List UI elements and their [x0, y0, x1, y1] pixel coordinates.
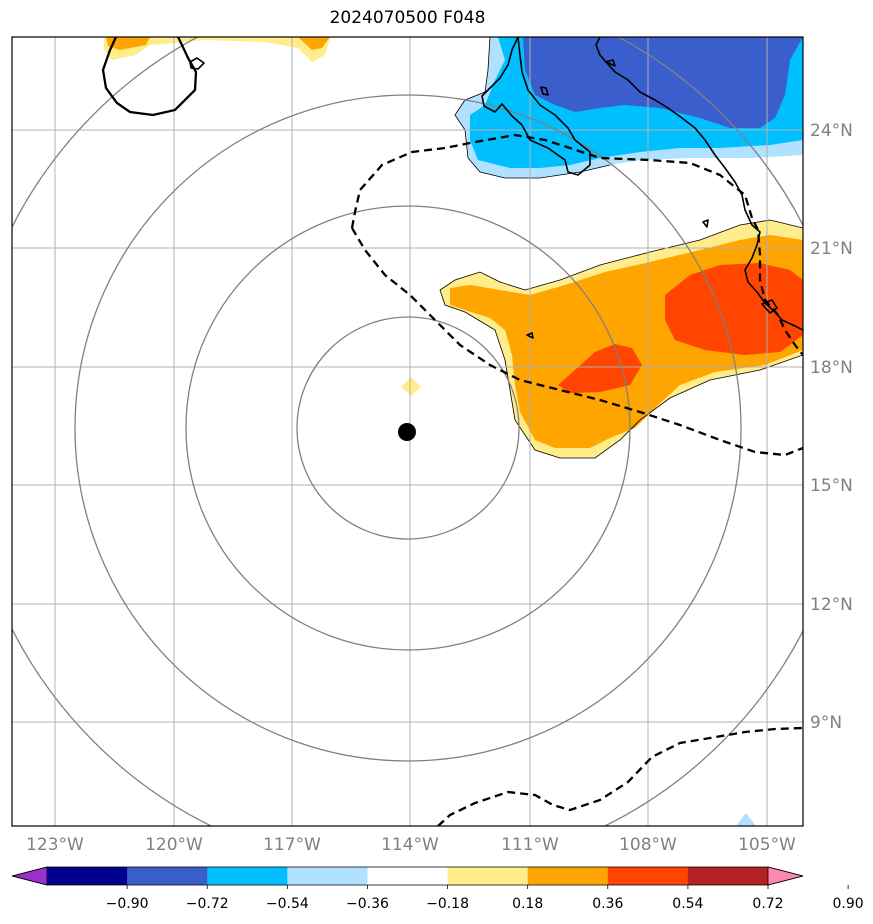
colorbar-swatch — [687, 867, 769, 885]
lat-label-21n: 21°N — [810, 239, 853, 259]
dashed-contour-south — [437, 726, 803, 826]
colorbar-extend-high — [767, 866, 804, 886]
colorbar-swatch — [527, 867, 609, 885]
colorbar-swatch — [47, 867, 128, 885]
colorbar-swatches — [11, 866, 804, 886]
positive-anomaly-strong — [558, 344, 642, 393]
lat-label-15n: 15°N — [810, 476, 853, 496]
island-outline — [189, 57, 205, 70]
positive-anomaly-strong — [665, 263, 803, 355]
colorbar-tick-label: −0.72 — [186, 896, 229, 912]
lat-label-12n: 12°N — [810, 595, 853, 615]
map-frame — [11, 36, 804, 827]
colorbar-swatch — [367, 867, 449, 885]
colorbar-tick-label: −0.36 — [346, 896, 389, 912]
colorbar-swatch — [447, 867, 529, 885]
colorbar-tick-label: −0.18 — [426, 896, 469, 912]
island-outline — [702, 219, 709, 228]
colorbar-tick-label: 0.54 — [672, 896, 703, 912]
colorbar-swatch — [207, 867, 288, 885]
latitude-labels: 24°N 21°N 18°N 15°N 12°N 9°N — [810, 121, 853, 733]
mainland-coastline — [595, 37, 803, 331]
colorbar-tick-label: 0.18 — [512, 896, 543, 912]
island-outline — [540, 86, 549, 96]
lon-label-111w: 111°W — [501, 835, 559, 855]
colorbar-tick-label: 0.90 — [833, 896, 864, 912]
longitude-labels: 123°W 120°W 117°W 114°W 111°W 108°W 105°… — [26, 835, 796, 855]
island-outline — [761, 299, 778, 314]
colorbar: −0.90 −0.72 −0.54 −0.36 −0.18 0.18 0.36 0.54 0.7… — [11, 866, 864, 912]
map-area — [12, 37, 803, 826]
lat-label-18n: 18°N — [810, 358, 853, 378]
colorbar-swatch — [127, 867, 208, 885]
coastlines — [189, 37, 803, 339]
island-outline — [605, 59, 616, 67]
lat-label-24n: 24°N — [810, 121, 853, 141]
colorbar-outline — [11, 866, 804, 886]
colorbar-tick-label: 0.72 — [752, 896, 783, 912]
negative-anomaly-spot — [736, 813, 756, 826]
lon-label-114w: 114°W — [381, 835, 439, 855]
contour-line — [101, 37, 198, 117]
range-ring-1 — [296, 316, 520, 540]
colorbar-swatch — [287, 867, 368, 885]
lon-label-108w: 108°W — [619, 835, 677, 855]
positive-anomaly-medium — [298, 37, 330, 50]
range-ring-2 — [185, 205, 631, 651]
lon-label-105w: 105°W — [738, 835, 796, 855]
island-outline — [526, 332, 534, 339]
shaded-field — [104, 37, 803, 826]
positive-anomaly-light — [104, 37, 330, 62]
colorbar-ticks: −0.90 −0.72 −0.54 −0.36 −0.18 0.18 0.36 0.54 0.7… — [106, 885, 864, 912]
dashed-contour-north — [350, 133, 803, 356]
lon-label-117w: 117°W — [263, 835, 321, 855]
baja-coastline — [481, 37, 591, 176]
range-rings — [12, 37, 803, 826]
colorbar-tick-label: 0.36 — [592, 896, 623, 912]
storm-center-marker — [398, 423, 416, 441]
colorbar-tick-label: −0.90 — [106, 896, 149, 912]
gridlines — [12, 37, 803, 826]
positive-anomaly-medium — [106, 37, 150, 50]
colorbar-tick-label: −0.54 — [266, 896, 309, 912]
map-title: 2024070500 F048 — [329, 8, 486, 28]
lon-label-123w: 123°W — [26, 835, 84, 855]
lat-label-9n: 9°N — [810, 713, 842, 733]
dashed-contours — [350, 133, 803, 826]
dashed-contour-north — [351, 227, 803, 457]
lon-label-120w: 120°W — [145, 835, 203, 855]
colorbar-swatch — [607, 867, 689, 885]
positive-anomaly-spot — [401, 377, 421, 396]
colorbar-extend-low — [11, 866, 48, 886]
range-ring-3 — [74, 94, 742, 762]
negative-anomaly-blue — [523, 37, 803, 128]
